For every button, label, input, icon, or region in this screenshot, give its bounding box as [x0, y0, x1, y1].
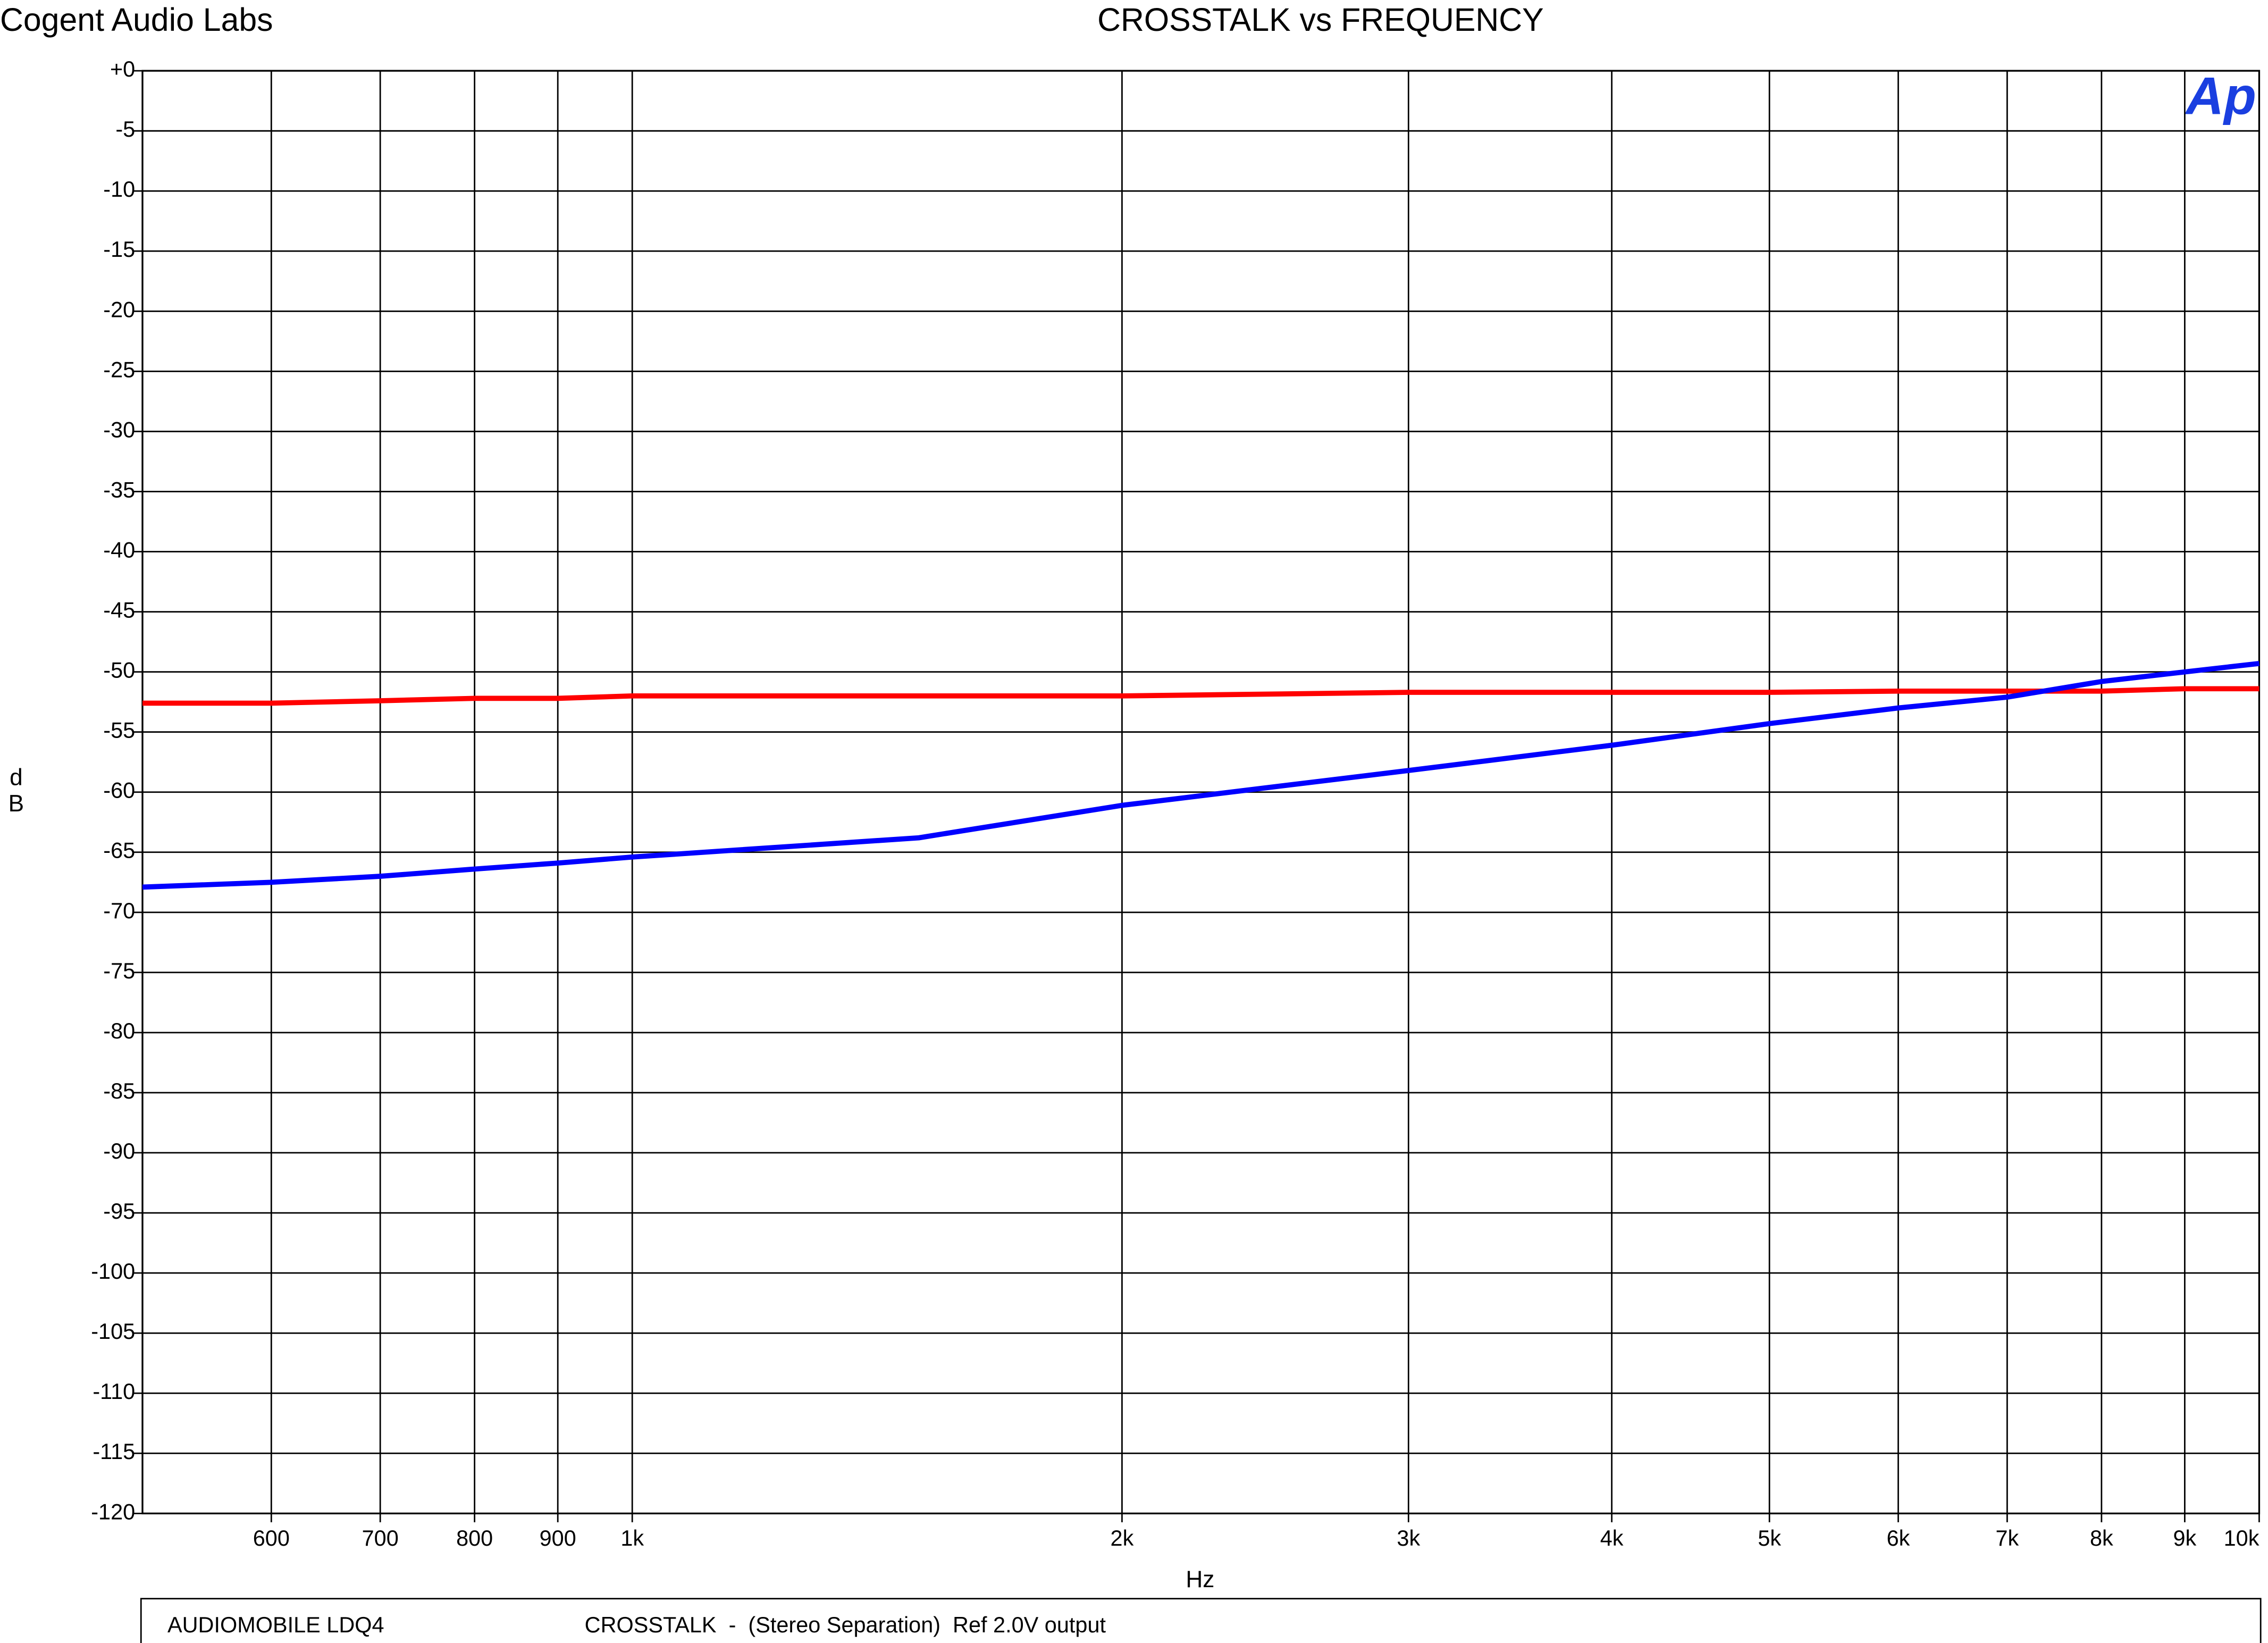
y-tick-label: -15: [103, 237, 135, 262]
y-tick-label: -110: [93, 1379, 135, 1404]
y-tick-label: -50: [103, 658, 135, 683]
chart-title: CROSSTALK vs FREQUENCY: [1097, 2, 1544, 38]
x-tick-label: 1k: [620, 1525, 644, 1550]
y-axis-label: dB: [3, 765, 29, 817]
y-tick-label: -120: [91, 1499, 135, 1524]
y-tick-label: -90: [103, 1138, 135, 1163]
footer-description: CROSSTALK - (Stereo Separation) Ref 2.0V…: [585, 1612, 1106, 1637]
x-tick-label: 10k: [2224, 1525, 2259, 1550]
y-tick-label: -105: [91, 1319, 135, 1344]
footer-device: AUDIOMOBILE LDQ4: [167, 1612, 384, 1637]
y-tick-label: -60: [103, 778, 135, 803]
x-tick-label: 4k: [1600, 1525, 1624, 1550]
x-tick-label: 9k: [2173, 1525, 2197, 1550]
x-axis-label: Hz: [1186, 1566, 1214, 1592]
x-tick-label: 800: [456, 1525, 493, 1550]
company-name: Cogent Audio Labs: [0, 2, 273, 38]
plot-area: +0 -5 -10 -15 -20 -25 -30 -35 -40 -45 -50 -55 -60 -65…: [91, 56, 2261, 1550]
x-tick-label: 8k: [2090, 1525, 2113, 1550]
y-tick-label: -65: [103, 838, 135, 863]
logo: Ap: [2184, 67, 2256, 126]
y-tick-label: -75: [103, 958, 135, 983]
y-tick-label: -10: [103, 177, 135, 202]
x-tick-label: 6k: [1887, 1525, 1910, 1550]
y-tick-label: -55: [103, 718, 135, 743]
x-tick-label: 3k: [1397, 1525, 1420, 1550]
y-tick-label: -5: [115, 116, 135, 141]
y-tick-label: -25: [103, 357, 135, 382]
y-tick-label: -35: [103, 477, 135, 502]
y-tick-label: -20: [103, 297, 135, 322]
y-tick-label: -30: [103, 417, 135, 442]
y-tick-label: -95: [103, 1198, 135, 1223]
footer-box: [140, 1598, 2262, 1643]
x-tick-label: 5k: [1758, 1525, 1781, 1550]
y-tick-label: -40: [103, 537, 135, 562]
y-tick-label: -100: [91, 1259, 135, 1284]
y-tick-label: +0: [110, 56, 135, 81]
x-tick-label: 600: [253, 1525, 290, 1550]
x-tick-label: 900: [540, 1525, 576, 1550]
y-tick-label: -115: [93, 1439, 135, 1464]
y-tick-label: -80: [103, 1018, 135, 1043]
x-tick-label: 7k: [1996, 1525, 2019, 1550]
y-tick-label: -45: [103, 598, 135, 623]
x-tick-label: 700: [362, 1525, 399, 1550]
y-tick-label: -70: [103, 898, 135, 923]
data-line: [142, 661, 2259, 890]
x-tick-label: 2k: [1111, 1525, 1134, 1550]
y-tick-label: -85: [103, 1078, 135, 1103]
